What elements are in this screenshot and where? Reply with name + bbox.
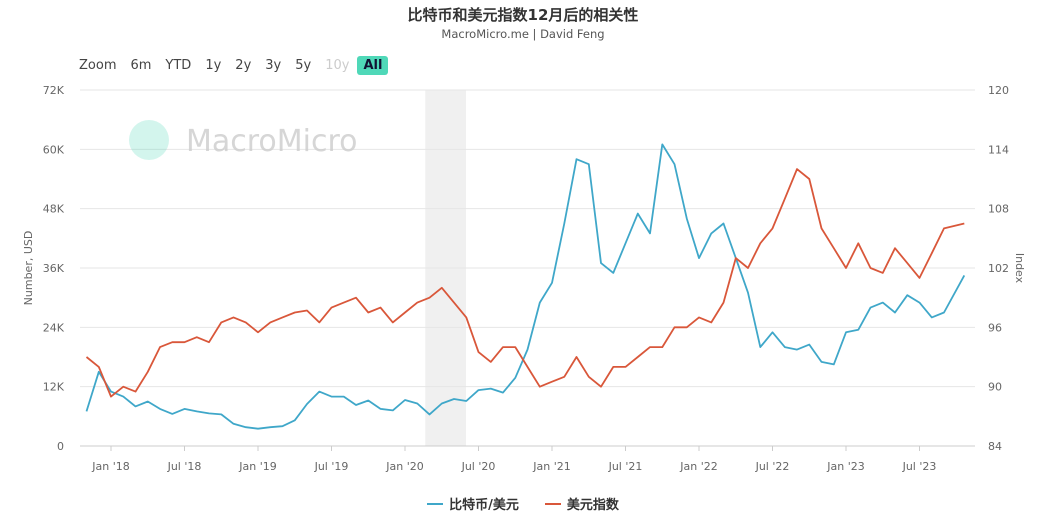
legend-swatch [427,502,444,505]
x-tick-label: Jan '18 [91,460,129,473]
series-line-btc [85,143,966,430]
y-tick-right: 114 [988,143,1009,156]
zoom-button-1y[interactable]: 1y [205,58,222,73]
x-tick-label: Jan '22 [679,460,717,473]
y-tick-left: 0 [57,440,64,453]
x-tick-label: Jan '19 [238,460,276,473]
zoom-button-3y[interactable]: 3y [265,58,282,73]
legend-label: 美元指数 [566,498,619,513]
watermark: MacroMicro [186,124,358,159]
zoom-button-5y[interactable]: 5y [295,58,312,73]
y-tick-right: 120 [988,84,1009,97]
series-line-dxy [85,168,965,398]
y-tick-left: 24K [43,321,65,334]
zoom-button-2y[interactable]: 2y [235,58,252,73]
y-tick-right: 90 [988,381,1002,394]
zoom-button-10y: 10y [325,58,350,73]
zoom-button-all[interactable]: All [357,56,389,75]
x-tick-label: Jul '18 [167,460,202,473]
x-tick-label: Jan '21 [532,460,570,473]
y-tick-left: 72K [43,84,65,97]
legend-swatch [544,502,561,505]
x-tick-label: Jul '19 [314,460,349,473]
x-tick-label: Jul '21 [608,460,643,473]
x-tick-label: Jul '20 [461,460,496,473]
y-tick-left: 48K [43,203,65,216]
zoom-button-6m[interactable]: 6m [130,58,152,73]
chart-subtitle: MacroMicro.me | David Feng [441,27,605,41]
x-tick-label: Jul '23 [902,460,937,473]
x-tick-label: Jan '20 [385,460,423,473]
zoom-button-ytd[interactable]: YTD [165,58,192,73]
y-tick-right: 102 [988,262,1009,275]
y-tick-right: 96 [988,321,1002,334]
y-axis-label-right: Index [1013,253,1026,284]
zoom-bar: Zoom 6m YTD 1y 2y 3y 5y 10y All [79,56,390,75]
chart-title: 比特币和美元指数12月后的相关性 [407,6,639,24]
zoom-label: Zoom [79,58,117,73]
y-tick-right: 108 [988,203,1009,216]
y-tick-left: 36K [43,262,65,275]
legend: 比特币/美元 美元指数 [0,494,1046,513]
y-tick-right: 84 [988,440,1002,453]
x-tick-label: Jul '22 [755,460,790,473]
watermark-logo-icon [129,120,169,160]
y-tick-left: 60K [43,143,65,156]
legend-label: 比特币/美元 [449,498,519,513]
y-axis-label-left: Number, USD [22,231,35,306]
legend-item-dxy[interactable]: 美元指数 [544,494,619,513]
y-tick-left: 12K [43,381,65,394]
x-tick-label: Jan '23 [826,460,864,473]
legend-item-btc[interactable]: 比特币/美元 [427,494,519,513]
